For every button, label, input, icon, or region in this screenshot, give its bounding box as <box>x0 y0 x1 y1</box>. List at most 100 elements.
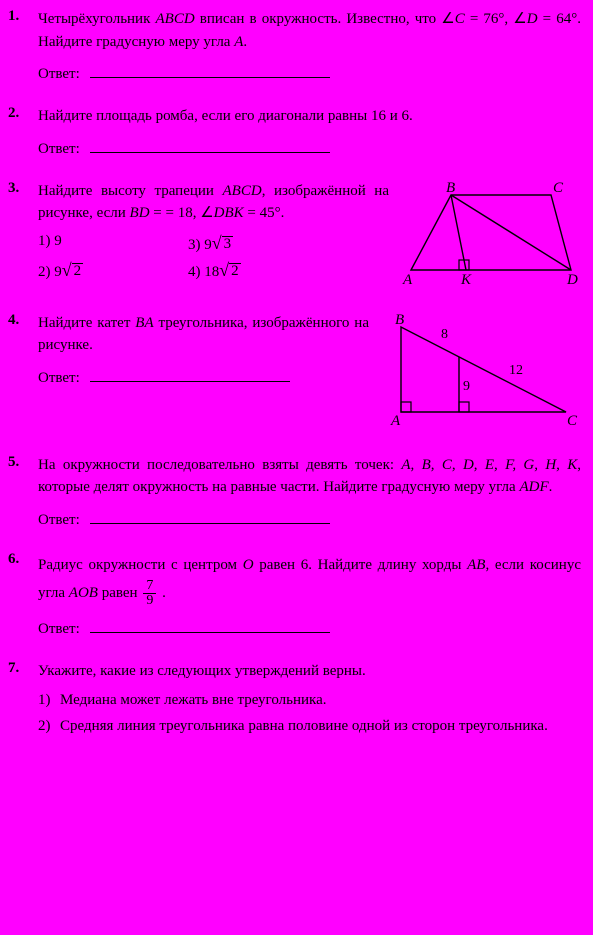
rad: 2 <box>229 263 241 279</box>
option-1[interactable]: 1) 9 <box>38 233 148 254</box>
t: равен <box>98 585 141 601</box>
stmt-num: 1) <box>38 689 60 712</box>
var: BA <box>135 315 153 331</box>
t: = = 18, ∠ <box>150 205 214 221</box>
var: BD <box>130 205 150 221</box>
var: AOB <box>69 585 98 601</box>
var: ABCD <box>156 11 195 27</box>
answer-blank[interactable] <box>90 138 330 153</box>
t: равен 6. Найдите длину хорды <box>254 557 468 573</box>
problem-7: 7. Укажите, какие из следующих утвержден… <box>8 660 581 742</box>
t: Найдите высоту трапеции <box>38 183 223 199</box>
var: ABCD <box>223 183 262 199</box>
sqrt: √2 <box>219 260 240 281</box>
problem-body: Найдите катет BA треугольника, изображён… <box>38 312 581 432</box>
lbl-A: A <box>390 413 401 429</box>
lbl-B: B <box>395 312 404 328</box>
problem-text: Найдите катет BA треугольника, изображён… <box>38 312 369 357</box>
problem-number: 7. <box>8 660 38 677</box>
lbl-9: 9 <box>463 379 470 394</box>
problem-body: Радиус окружности с центром O равен 6. Н… <box>38 551 581 639</box>
answer-label: Ответ: <box>38 66 80 82</box>
problem-row: Найдите катет BA треугольника, изображён… <box>38 312 581 432</box>
answer-blank[interactable] <box>90 509 330 524</box>
options: 1) 9 3) 9√3 2) 9√2 4) 18√2 <box>38 233 298 281</box>
figure-trapezoid: B C A K D <box>401 180 581 290</box>
statements: 1) Медиана может лежать вне треугольника… <box>38 689 581 738</box>
t: 3) 9 <box>188 237 212 253</box>
problem-2: 2. Найдите площадь ромба, если его диаго… <box>8 105 581 158</box>
var: D <box>527 11 538 27</box>
problem-text: Радиус окружности с центром O равен 6. Н… <box>38 551 581 609</box>
sqrt: √2 <box>62 260 83 281</box>
t: 2) 9 <box>38 264 62 280</box>
problem-text: Укажите, какие из следующих утверждений … <box>38 660 581 683</box>
t: Четырёхугольник <box>38 11 156 27</box>
fraction: 79 <box>143 579 156 608</box>
t: Найдите катет <box>38 315 135 331</box>
answer-row: Ответ: <box>38 618 581 638</box>
rad: 2 <box>72 263 84 279</box>
answer-label: Ответ: <box>38 370 80 386</box>
answer-blank[interactable] <box>90 367 290 382</box>
problem-6: 6. Радиус окружности с центром O равен 6… <box>8 551 581 639</box>
problem-row: Найдите высоту трапеции ABCD, изображённ… <box>38 180 581 290</box>
problem-4: 4. Найдите катет BA треугольника, изобра… <box>8 312 581 432</box>
lbl-A: A <box>402 272 413 288</box>
answer-row: Ответ: <box>38 367 369 387</box>
t: вписан в окружность. Известно, что ∠ <box>195 11 455 27</box>
rad: 3 <box>222 236 234 252</box>
problem-body: Четырёхугольник ABCD вписан в окружность… <box>38 8 581 83</box>
sqrt: √3 <box>212 233 233 254</box>
problem-number: 1. <box>8 8 38 25</box>
lbl-B: B <box>446 180 455 196</box>
problem-text-col: Найдите высоту трапеции ABCD, изображённ… <box>38 180 389 281</box>
problem-text-col: Найдите катет BA треугольника, изображён… <box>38 312 369 387</box>
var: A, B, C, D, E, F, G, H, K <box>401 457 577 473</box>
t: 4) 18 <box>188 264 219 280</box>
problem-number: 5. <box>8 454 38 471</box>
option-3[interactable]: 3) 9√3 <box>188 233 298 254</box>
answer-label: Ответ: <box>38 621 80 637</box>
t: . <box>158 585 166 601</box>
answer-blank[interactable] <box>90 618 330 633</box>
problem-5: 5. На окружности последовательно взяты д… <box>8 454 581 529</box>
lbl-D: D <box>566 272 578 288</box>
frac-num: 7 <box>143 579 156 594</box>
lbl-C: C <box>553 180 564 196</box>
answer-label: Ответ: <box>38 512 80 528</box>
t: . <box>243 34 247 50</box>
problem-text: Найдите высоту трапеции ABCD, изображённ… <box>38 180 389 225</box>
frac-den: 9 <box>143 594 156 608</box>
t: = 45°. <box>244 205 285 221</box>
stmt-num: 2) <box>38 715 60 738</box>
t: . <box>549 479 553 495</box>
figure-triangle: B A C 8 9 12 <box>381 312 581 432</box>
var: AB <box>467 557 485 573</box>
option-4[interactable]: 4) 18√2 <box>188 260 298 281</box>
problem-1: 1. Четырёхугольник ABCD вписан в окружно… <box>8 8 581 83</box>
answer-row: Ответ: <box>38 63 581 83</box>
problem-text: Четырёхугольник ABCD вписан в окружность… <box>38 8 581 53</box>
problem-3: 3. Найдите высоту трапеции ABCD, изображ… <box>8 180 581 290</box>
problem-body: На окружности последовательно взяты девя… <box>38 454 581 529</box>
problem-number: 4. <box>8 312 38 329</box>
answer-row: Ответ: <box>38 509 581 529</box>
lbl-C: C <box>567 413 578 429</box>
answer-blank[interactable] <box>90 63 330 78</box>
var: A <box>234 34 243 50</box>
statement-2: 2) Средняя линия треугольника равна поло… <box>38 715 581 738</box>
stmt-text: Медиана может лежать вне треугольника. <box>60 689 581 712</box>
statement-1: 1) Медиана может лежать вне треугольника… <box>38 689 581 712</box>
lbl-8: 8 <box>441 327 448 342</box>
problem-body: Найдите высоту трапеции ABCD, изображённ… <box>38 180 581 290</box>
option-2[interactable]: 2) 9√2 <box>38 260 148 281</box>
t: Радиус окружности с центром <box>38 557 243 573</box>
var: ADF <box>519 479 548 495</box>
lbl-K: K <box>460 272 472 288</box>
problem-body: Найдите площадь ромба, если его диагонал… <box>38 105 581 158</box>
answer-label: Ответ: <box>38 141 80 157</box>
problem-number: 2. <box>8 105 38 122</box>
stmt-text: Средняя линия треугольника равна половин… <box>60 715 581 738</box>
problem-body: Укажите, какие из следующих утверждений … <box>38 660 581 742</box>
